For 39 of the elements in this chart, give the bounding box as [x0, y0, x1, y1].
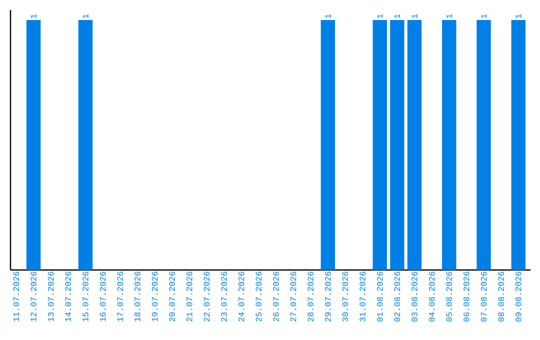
- x-tick-label: 17.07.2026: [117, 272, 123, 322]
- x-tick-label: 03.08.2026: [412, 272, 418, 322]
- x-tick-label: 28.07.2026: [308, 272, 314, 322]
- data-label: 1: [516, 14, 522, 18]
- x-tick-label: 16.07.2026: [100, 272, 106, 322]
- x-tick-label: 23.07.2026: [221, 272, 227, 322]
- x-tick-label: 26.07.2026: [273, 272, 279, 322]
- x-tick-label: 01.08.2026: [376, 272, 383, 322]
- x-tick-label: 05.08.2026: [446, 272, 452, 322]
- x-tick-label: 13.07.2026: [48, 272, 54, 322]
- data-label: 1: [30, 14, 36, 18]
- x-tick-label: 29.07.2026: [325, 272, 331, 322]
- x-tick-label: 15.07.2026: [82, 272, 88, 322]
- x-tick-label: 24.07.2026: [238, 272, 244, 322]
- x-tick-label: 14.07.2026: [65, 272, 72, 322]
- x-tick-label: 21.07.2026: [186, 272, 192, 322]
- data-label: 1: [446, 14, 452, 18]
- data-label: 1: [325, 14, 331, 18]
- data-label: 1: [82, 14, 88, 18]
- x-tick-label: 12.07.2026: [30, 272, 36, 322]
- data-label: 1: [412, 14, 418, 18]
- x-tick-label: 06.08.2026: [464, 272, 470, 322]
- x-tick-label: 27.07.2026: [290, 272, 296, 322]
- data-label: 1: [394, 14, 400, 18]
- x-tick-label: 20.07.2026: [169, 272, 175, 322]
- x-tick-label: 30.07.2026: [342, 272, 348, 322]
- x-tick-label: 18.07.2026: [134, 272, 140, 322]
- x-tick-label: 11.07.2026: [13, 272, 20, 322]
- x-tick-label: 22.07.2026: [204, 272, 210, 322]
- x-tick-label: 09.08.2026: [516, 272, 522, 322]
- x-tick-label: 08.08.2026: [498, 272, 504, 322]
- x-tick-label: 19.07.2026: [152, 272, 158, 322]
- x-tick-label: 04.08.2026: [428, 272, 435, 322]
- x-tick-label: 31.07.2026: [360, 272, 366, 322]
- x-tick-label: 25.07.2026: [256, 272, 262, 322]
- data-label: 1: [480, 14, 487, 18]
- x-tick-label: 07.08.2026: [480, 272, 487, 322]
- x-tick-label: 02.08.2026: [394, 272, 400, 322]
- data-label: 1: [377, 14, 383, 18]
